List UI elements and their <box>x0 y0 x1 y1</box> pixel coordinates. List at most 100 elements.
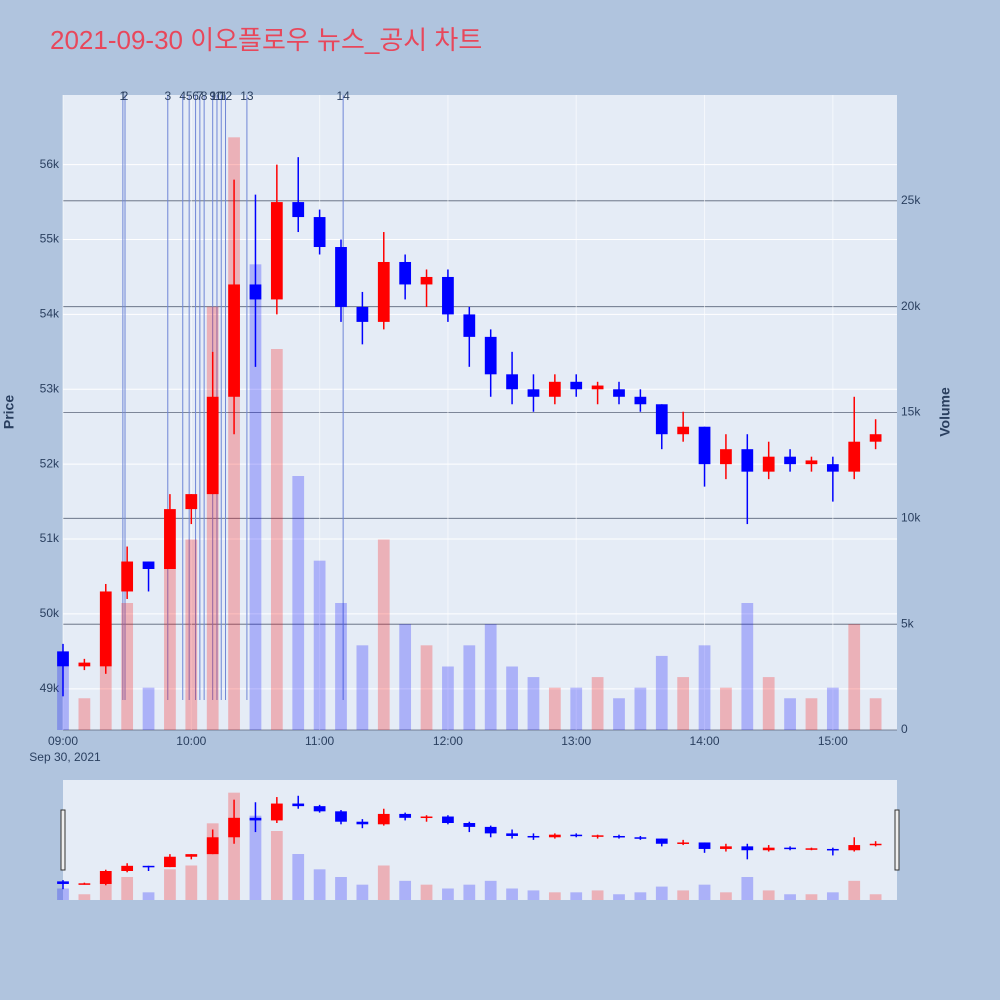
volume-bar <box>484 624 497 730</box>
volume-bar <box>463 645 476 730</box>
volume-bar <box>570 687 583 730</box>
candle-body <box>270 803 283 821</box>
candle-body <box>57 881 69 884</box>
candle-body <box>206 837 219 855</box>
volume-bar <box>634 687 647 730</box>
candle-body <box>548 381 561 397</box>
volume-bar <box>613 894 625 900</box>
candle-body <box>634 396 647 405</box>
volume-bar <box>677 677 690 730</box>
range-slider[interactable] <box>63 780 897 900</box>
candle-body <box>99 591 112 667</box>
candle-body <box>613 835 625 838</box>
volume-bar <box>356 884 369 900</box>
event-label: 14 <box>336 89 350 103</box>
volume-bar <box>420 884 433 900</box>
candle-body <box>591 385 604 390</box>
candle-body <box>377 261 390 322</box>
volume-bar <box>442 666 454 730</box>
volume-bar <box>249 264 262 730</box>
x-tick-label: 13:00 <box>561 734 591 748</box>
event-label: 10 <box>210 89 224 103</box>
candle-body <box>762 847 775 851</box>
volume-bar <box>613 698 625 730</box>
event-label: 9 <box>209 89 216 103</box>
candle-body <box>249 284 262 300</box>
candle-body <box>527 389 540 397</box>
event-label: 6 <box>192 89 199 103</box>
candle-body <box>698 426 711 465</box>
candle-body <box>869 434 882 442</box>
volume-bar <box>527 677 540 730</box>
candle-body <box>527 835 540 838</box>
volume-bar <box>228 792 240 900</box>
candle-body <box>420 276 433 285</box>
volume-bar <box>99 624 112 730</box>
x-tick-label: 11:00 <box>305 734 334 748</box>
volume-bar <box>484 880 497 900</box>
volume-bar <box>142 892 155 900</box>
y2-tick-label: 20k <box>901 299 921 313</box>
candle-body <box>377 813 390 825</box>
event-label: 11 <box>215 89 228 103</box>
candle-body <box>826 848 839 851</box>
volume-bar <box>826 687 839 730</box>
volume-bar <box>121 877 134 900</box>
volume-bar <box>784 894 796 900</box>
candle-body <box>313 806 326 812</box>
candle-body <box>313 217 326 248</box>
candle-body <box>292 803 305 807</box>
x-tick-label: 15:00 <box>818 734 848 748</box>
y-tick-label: 52k <box>40 456 60 470</box>
y-tick-label: 56k <box>40 157 60 171</box>
y2-tick-label: 10k <box>901 511 921 525</box>
x-tick-label: 10:00 <box>176 734 206 748</box>
candle-body <box>442 816 454 824</box>
x-axis-sublabel: Sep 30, 2021 <box>29 750 101 764</box>
volume-bar <box>698 884 711 900</box>
y-tick-label: 49k <box>40 681 60 695</box>
volume-bar <box>164 560 176 730</box>
event-label: 2 <box>122 89 129 103</box>
y-tick-label: 53k <box>40 381 60 395</box>
candle-body <box>826 464 839 472</box>
volume-bar <box>99 880 112 900</box>
y-tick-label: 51k <box>40 531 60 545</box>
candle-body <box>164 509 176 570</box>
volume-bar <box>206 306 219 730</box>
volume-bar <box>548 892 561 900</box>
candle-body <box>292 202 305 218</box>
candle-body <box>484 336 497 375</box>
candle-body <box>720 449 732 465</box>
candle-body <box>142 561 155 570</box>
volume-bar <box>270 831 283 900</box>
candle-body <box>164 856 176 868</box>
candle-body <box>99 871 112 884</box>
volume-bar <box>506 888 518 900</box>
volume-bar <box>292 476 305 730</box>
candle-body <box>848 845 861 851</box>
candle-body <box>142 865 155 868</box>
y2-tick-label: 0 <box>901 722 908 736</box>
volume-bar <box>677 890 690 900</box>
slider-handle[interactable] <box>894 809 900 871</box>
candle-body <box>698 842 711 849</box>
candle-body <box>570 834 583 837</box>
volume-bar <box>634 892 647 900</box>
slider-handle[interactable] <box>60 809 66 871</box>
y-tick-label: 54k <box>40 307 60 321</box>
y2-tick-label: 25k <box>901 193 921 207</box>
volume-bar <box>848 624 861 730</box>
candle-body <box>420 816 433 819</box>
event-label: 1 <box>120 89 127 103</box>
volume-bar <box>442 888 454 900</box>
volume-bar <box>142 687 155 730</box>
candle-body <box>677 426 690 435</box>
candle-body <box>720 846 732 849</box>
volume-bar <box>270 349 283 730</box>
candle-body <box>78 883 91 885</box>
event-label: 7 <box>197 89 204 103</box>
volume-bar <box>78 698 91 730</box>
candle-body <box>805 460 818 465</box>
candle-body <box>655 404 668 435</box>
